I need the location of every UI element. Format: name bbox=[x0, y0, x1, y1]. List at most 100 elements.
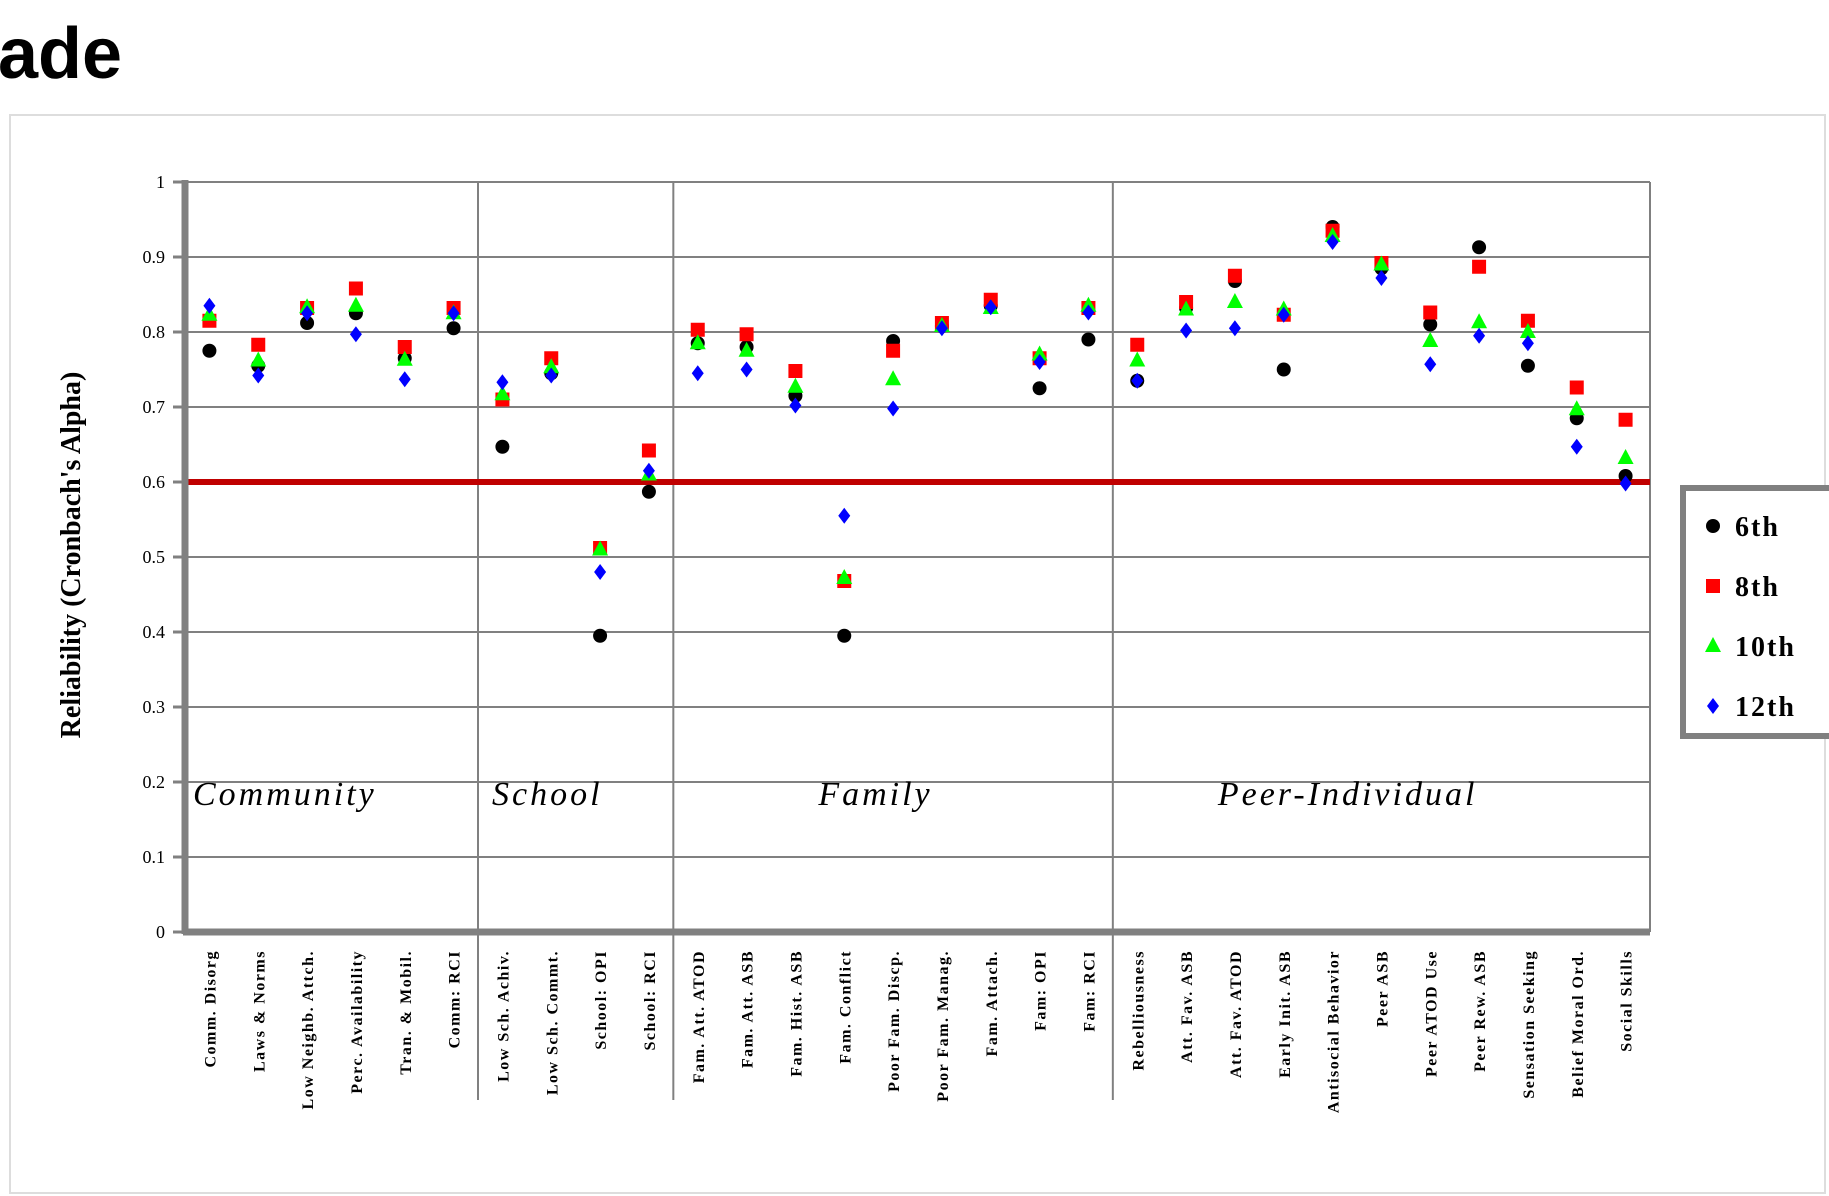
legend-label-12th: 12th bbox=[1735, 692, 1796, 723]
y-tick-label: 0.4 bbox=[143, 622, 166, 642]
point-12th bbox=[1521, 335, 1534, 352]
point-12th bbox=[1326, 234, 1339, 250]
legend-label-10th: 10th bbox=[1735, 632, 1796, 663]
category-label: Sensation Seeking bbox=[1521, 950, 1538, 1099]
point-12th bbox=[1228, 320, 1241, 337]
point-6th bbox=[1081, 332, 1096, 347]
y-tick-label: 0.8 bbox=[143, 322, 166, 342]
point-10th bbox=[1471, 313, 1488, 329]
point-12th bbox=[1033, 354, 1046, 370]
y-tick-label: 0.6 bbox=[143, 472, 166, 492]
category-label: Peer Rew. ASB bbox=[1472, 950, 1489, 1072]
point-12th bbox=[935, 320, 948, 337]
legend-label-8th: 8th bbox=[1735, 572, 1780, 603]
category-label: Low Sch. Achiv. bbox=[495, 950, 512, 1082]
point-8th bbox=[1423, 305, 1438, 320]
category-label: School: RCI bbox=[642, 950, 659, 1051]
point-8th bbox=[1520, 313, 1535, 328]
point-10th bbox=[787, 377, 804, 393]
point-12th bbox=[545, 367, 558, 384]
point-8th bbox=[1472, 259, 1487, 274]
point-12th bbox=[1180, 322, 1193, 339]
y-tick-label: 0.3 bbox=[143, 697, 166, 717]
point-10th bbox=[250, 351, 267, 367]
category-label: Peer ASB bbox=[1374, 950, 1391, 1027]
point-10th bbox=[1617, 449, 1634, 464]
category-label: Poor Fam. Manag. bbox=[935, 950, 952, 1102]
legend-marker-6th bbox=[1706, 519, 1720, 533]
category-label: Social Skills bbox=[1619, 950, 1636, 1052]
y-tick-label: 0.7 bbox=[143, 397, 166, 417]
point-8th bbox=[1618, 412, 1633, 427]
point-12th bbox=[740, 361, 753, 378]
group-label: School bbox=[492, 776, 603, 813]
point-10th bbox=[1422, 332, 1439, 347]
point-6th bbox=[1520, 358, 1535, 373]
point-12th bbox=[1277, 306, 1290, 323]
point-12th bbox=[887, 400, 900, 417]
point-12th bbox=[252, 367, 265, 384]
y-axis-label: Reliability (Cronbach's Alpha) bbox=[56, 372, 87, 739]
point-6th bbox=[202, 343, 217, 358]
point-10th bbox=[1178, 300, 1195, 316]
group-labels: Community School Family Peer-Individual bbox=[193, 776, 1478, 813]
point-8th bbox=[348, 281, 363, 296]
category-label: Comm: RCI bbox=[447, 950, 464, 1048]
point-10th bbox=[885, 370, 902, 386]
category-label: Peer ATOD Use bbox=[1423, 950, 1440, 1077]
point-6th bbox=[1032, 381, 1047, 396]
group-label: Peer-Individual bbox=[1217, 776, 1478, 813]
point-10th bbox=[543, 358, 560, 374]
point-12th bbox=[642, 462, 655, 479]
point-10th bbox=[347, 296, 364, 312]
point-8th bbox=[251, 337, 266, 352]
legend-marker-10th bbox=[1705, 637, 1721, 652]
point-12th bbox=[838, 507, 851, 524]
y-tick-label: 0.9 bbox=[143, 247, 166, 267]
category-label: Tran. & Mobil. bbox=[398, 950, 415, 1075]
category-label: Rebelliousness bbox=[1130, 950, 1147, 1071]
point-6th bbox=[1423, 317, 1438, 332]
group-separators bbox=[477, 182, 1114, 1100]
point-12th bbox=[789, 397, 802, 414]
point-12th bbox=[1570, 438, 1583, 455]
point-6th bbox=[593, 628, 608, 643]
category-label: Early Init. ASB bbox=[1277, 950, 1294, 1078]
point-12th bbox=[496, 374, 509, 391]
category-label: School: OPI bbox=[593, 950, 610, 1050]
point-12th bbox=[984, 299, 997, 316]
point-6th bbox=[641, 484, 656, 499]
group-label: Community bbox=[193, 776, 377, 813]
point-12th bbox=[1082, 304, 1095, 321]
point-6th bbox=[1276, 362, 1291, 377]
category-label: Low Sch. Commt. bbox=[544, 950, 561, 1095]
legend: 6th 8th 10th 12th bbox=[1680, 485, 1829, 739]
point-10th bbox=[396, 350, 413, 366]
point-10th bbox=[1568, 400, 1585, 416]
point-12th bbox=[1375, 270, 1388, 286]
category-labels: Comm. Disorg Laws & Norms Low Neighb. Attc… bbox=[202, 950, 1635, 1113]
chart-frame bbox=[9, 114, 1826, 1194]
grid-lines bbox=[185, 181, 1651, 933]
point-12th bbox=[1619, 475, 1632, 492]
y-tick-label: 0.5 bbox=[143, 547, 166, 567]
point-10th bbox=[592, 540, 609, 556]
category-label: Fam. Attach. bbox=[984, 950, 1001, 1056]
point-12th bbox=[1131, 372, 1144, 389]
legend-marker-12th bbox=[1707, 698, 1719, 714]
point-8th bbox=[397, 340, 412, 354]
point-10th bbox=[689, 334, 706, 350]
category-label: Belief Moral Ord. bbox=[1570, 950, 1587, 1098]
point-10th bbox=[1373, 255, 1390, 271]
point-10th bbox=[494, 385, 511, 401]
point-12th bbox=[349, 326, 362, 343]
point-8th bbox=[886, 343, 901, 358]
point-12th bbox=[301, 305, 314, 322]
point-8th bbox=[641, 443, 656, 458]
point-12th bbox=[1473, 327, 1486, 344]
point-6th bbox=[495, 439, 510, 454]
data-points bbox=[201, 220, 1634, 643]
point-10th bbox=[1519, 323, 1536, 338]
point-12th bbox=[398, 371, 411, 388]
